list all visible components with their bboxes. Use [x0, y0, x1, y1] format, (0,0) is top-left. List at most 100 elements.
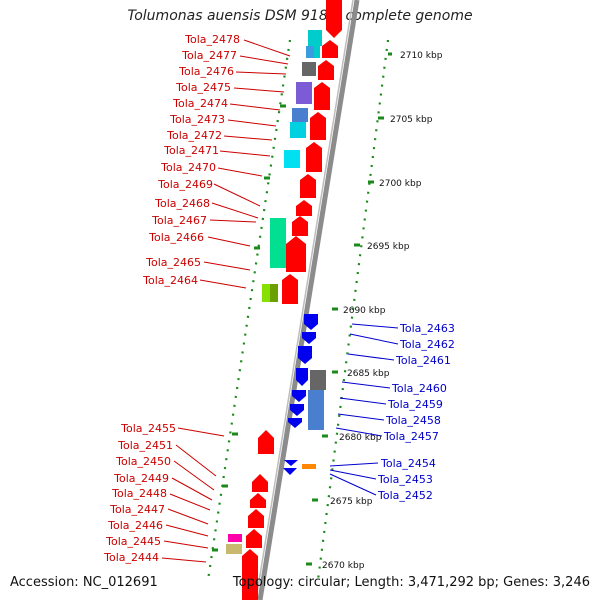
gene-arrow: [252, 474, 268, 492]
leader-line: [337, 413, 385, 421]
kbp-label: 2700 kbp: [379, 179, 422, 189]
kbp-labels: 2710 kbp 2705 kbp 2700 kbp 2695 kbp 2690…: [322, 51, 443, 571]
forward-genes: [242, 0, 342, 600]
feature-block: [308, 30, 322, 46]
kbp-label: 2705 kbp: [390, 115, 433, 125]
gene-label[interactable]: Tola_2469: [157, 178, 213, 191]
gene-arrow: [304, 314, 318, 330]
kbp-label: 2680 kbp: [339, 433, 382, 443]
gene-label[interactable]: Tola_2470: [160, 161, 216, 174]
leader-line: [171, 477, 213, 501]
leader-line: [161, 557, 207, 563]
gene-arrow: [300, 174, 316, 198]
feature-block: [308, 390, 324, 430]
gene-label[interactable]: Tola_2449: [113, 472, 169, 485]
leader-line: [211, 202, 259, 219]
gene-label[interactable]: Tola_2447: [109, 503, 165, 516]
gene-label[interactable]: Tola_2462: [399, 338, 455, 351]
leader-line: [175, 444, 217, 477]
leader-line: [329, 473, 377, 496]
leader-line: [347, 353, 395, 361]
gene-arrow: [286, 236, 306, 272]
gene-label[interactable]: Tola_2457: [383, 430, 439, 443]
leader-line: [351, 323, 399, 329]
leader-line: [163, 540, 209, 549]
gene-label[interactable]: Tola_2450: [115, 455, 171, 468]
gene-label[interactable]: Tola_2459: [387, 398, 443, 411]
feature-block: [292, 108, 308, 122]
gene-label[interactable]: Tola_2446: [107, 519, 163, 532]
gene-arrow: [326, 30, 342, 38]
gene-label[interactable]: Tola_2451: [117, 439, 173, 452]
gene-label[interactable]: Tola_2472: [166, 129, 222, 142]
gene-label[interactable]: Tola_2467: [151, 214, 207, 227]
leader-line: [199, 279, 247, 289]
gene-label[interactable]: Tola_2461: [395, 354, 451, 367]
gene-arrow: [242, 549, 258, 600]
gene-arrow: [302, 332, 316, 344]
gene-label[interactable]: Tola_2453: [377, 473, 433, 486]
gene-label[interactable]: Tola_2478: [184, 33, 240, 46]
leader-line: [177, 427, 225, 437]
gene-arrow: [292, 216, 308, 236]
gene-label[interactable]: Tola_2455: [120, 422, 176, 435]
gene-arrow: [310, 112, 326, 140]
leader-line: [227, 119, 277, 127]
gene-label[interactable]: Tola_2466: [148, 231, 204, 244]
gene-label[interactable]: Tola_2471: [163, 144, 219, 157]
gene-label[interactable]: Tola_2444: [103, 551, 159, 564]
leader-line: [223, 135, 273, 141]
gene-arrow: [296, 368, 308, 386]
reverse-leader-lines: [329, 323, 399, 496]
gene-arrow: [306, 142, 322, 172]
gene-label[interactable]: Tola_2454: [380, 457, 436, 470]
gene-arrow: [288, 418, 302, 428]
kbp-label: 2695 kbp: [367, 242, 410, 252]
gene-label[interactable]: Tola_2475: [175, 81, 231, 94]
feature-block: [284, 150, 300, 168]
gene-label[interactable]: Tola_2448: [111, 487, 167, 500]
gene-arrow: [298, 346, 312, 364]
gene-arrow: [284, 460, 298, 466]
gene-label[interactable]: Tola_2458: [385, 414, 441, 427]
feature-block: [302, 62, 316, 76]
feature-block: [314, 46, 320, 58]
leader-line: [329, 469, 377, 480]
leader-line: [219, 150, 271, 157]
topology-text: Topology: circular; Length: 3,471,292 bp…: [232, 575, 590, 590]
gene-label[interactable]: Tola_2468: [154, 197, 210, 210]
gene-label[interactable]: Tola_2465: [145, 256, 201, 269]
feature-block: [270, 218, 286, 268]
outer-scale-track: [316, 39, 390, 581]
kbp-label: 2690 kbp: [343, 306, 386, 316]
gene-label[interactable]: Tola_2464: [142, 274, 198, 287]
gene-label[interactable]: Tola_2463: [399, 322, 455, 335]
gene-label[interactable]: Tola_2445: [105, 535, 161, 548]
gene-arrow: [283, 468, 297, 475]
kbp-label: 2685 kbp: [347, 369, 390, 379]
leader-line: [339, 397, 387, 405]
leader-line: [329, 462, 379, 467]
leader-line: [167, 508, 209, 525]
reverse-gene-labels: Tola_2463 Tola_2462 Tola_2461 Tola_2460 …: [377, 322, 455, 502]
gene-arrow: [258, 430, 274, 454]
leader-line: [169, 493, 211, 511]
leader-line: [243, 39, 291, 57]
leader-line: [335, 427, 383, 437]
gene-label[interactable]: Tola_2477: [181, 49, 237, 62]
gene-label[interactable]: Tola_2473: [169, 113, 225, 126]
feature-block: [306, 46, 314, 58]
forward-leader-lines: [161, 39, 291, 563]
gene-label[interactable]: Tola_2474: [172, 97, 228, 110]
gene-label[interactable]: Tola_2476: [178, 65, 234, 78]
leader-line: [213, 183, 261, 207]
gene-label[interactable]: Tola_2460: [391, 382, 447, 395]
feature-blocks: [226, 30, 326, 554]
gene-label[interactable]: Tola_2452: [377, 489, 433, 502]
feature-block: [226, 544, 242, 554]
map-title: Tolumonas auensis DSM 9187, complete gen…: [127, 8, 473, 24]
leader-line: [229, 103, 281, 111]
kbp-ticks: [212, 52, 392, 566]
leader-line: [203, 261, 251, 271]
